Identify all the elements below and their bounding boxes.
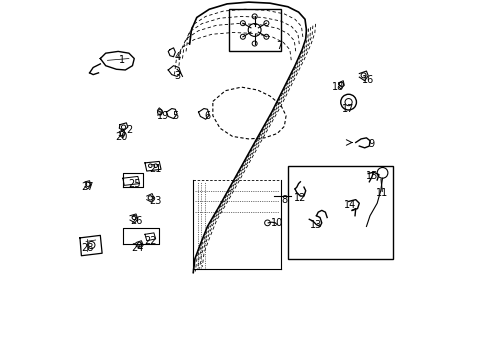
Text: 19: 19 [157, 111, 169, 121]
Text: 1: 1 [119, 55, 125, 65]
Text: 17: 17 [343, 104, 355, 113]
Text: 20: 20 [116, 132, 128, 142]
Text: 10: 10 [271, 218, 283, 228]
Text: 13: 13 [310, 220, 322, 230]
Text: 14: 14 [344, 200, 357, 210]
Bar [288, 166, 393, 258]
Text: 24: 24 [132, 243, 144, 253]
Text: 3: 3 [174, 71, 180, 81]
Text: 26: 26 [130, 216, 142, 226]
Text: 5: 5 [172, 111, 178, 121]
Text: 23: 23 [149, 197, 162, 206]
Text: 8: 8 [281, 195, 287, 204]
Text: 28: 28 [82, 243, 94, 253]
Text: 7: 7 [276, 41, 282, 51]
Text: 27: 27 [81, 182, 94, 192]
Text: 2: 2 [126, 125, 132, 135]
Text: 18: 18 [332, 82, 344, 92]
Text: 22: 22 [144, 236, 157, 246]
Text: 21: 21 [149, 164, 162, 174]
Text: 12: 12 [294, 193, 307, 203]
Text: 25: 25 [128, 179, 141, 189]
Text: 9: 9 [369, 139, 375, 149]
Text: 16: 16 [362, 75, 374, 85]
Text: 15: 15 [366, 171, 378, 181]
Bar [229, 9, 281, 51]
Text: 4: 4 [174, 52, 180, 62]
Text: 6: 6 [204, 111, 211, 121]
Text: 11: 11 [376, 188, 389, 198]
